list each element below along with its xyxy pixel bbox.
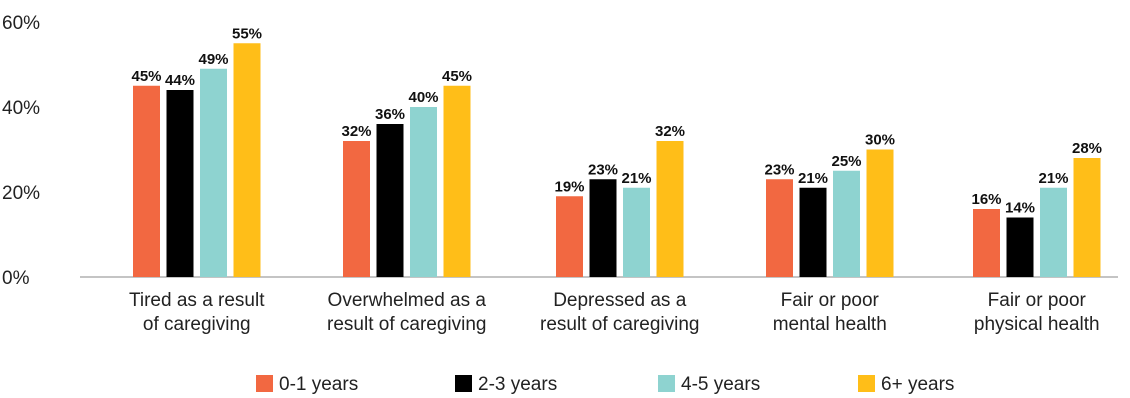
bar — [376, 124, 404, 277]
bar — [623, 187, 650, 277]
data-label: 21% — [621, 170, 651, 187]
x-category-label: Tired as a result of caregiving — [129, 290, 265, 335]
x-category-label: Depressed as a result of caregiving — [540, 290, 699, 335]
data-label: 19% — [554, 178, 584, 195]
bar-group: 16% 14%21%28% — [971, 140, 1102, 277]
bar — [833, 170, 860, 277]
legend-item: 6+ years — [858, 374, 954, 395]
x-category-label: Fair or poor mental health — [773, 290, 887, 335]
data-label: 25% — [831, 153, 861, 170]
legend-swatch — [256, 375, 273, 392]
bar — [443, 85, 471, 277]
x-category-label: Overwhelmed as a result of caregiving — [327, 290, 486, 335]
data-label: 44% — [165, 72, 195, 89]
legend: 0-1 years 2-3 years 4-5 years 6+ years — [256, 374, 954, 395]
data-label: 28% — [1072, 140, 1102, 157]
y-tick-label: 0% — [2, 268, 30, 289]
legend-swatch — [658, 375, 675, 392]
bar — [233, 43, 261, 277]
y-axis: 0% 20% 40% 60% — [2, 13, 40, 289]
y-tick-label: 60% — [2, 13, 40, 34]
data-label: 23% — [764, 161, 794, 178]
bar — [1006, 217, 1034, 277]
bar-group: 45% 44%49%55% — [131, 25, 262, 277]
legend-item: 2-3 years — [455, 374, 557, 395]
bar — [1073, 158, 1101, 277]
data-label: 30% — [865, 132, 895, 149]
legend-label: 2-3 years — [478, 374, 557, 395]
legend-label: 6+ years — [881, 374, 954, 395]
data-label: 55% — [232, 25, 262, 42]
data-label: 45% — [442, 68, 472, 85]
bar-group: 19%23% 21% 32% — [554, 123, 685, 277]
bar-groups: 45% 44%49%55%32%36%40%45%19%23% 21%32%23% 2… — [131, 25, 1102, 277]
legend-label: 0-1 years — [279, 374, 358, 395]
data-label: 16% — [971, 191, 1001, 208]
data-label: 45% — [131, 68, 161, 85]
data-label: 32% — [341, 123, 371, 140]
bar — [866, 149, 894, 277]
bar — [410, 107, 437, 277]
y-tick-label: 20% — [2, 183, 40, 204]
legend-item: 0-1 years — [256, 374, 358, 395]
data-label: 21% — [798, 170, 828, 187]
bar — [973, 209, 1000, 277]
bar — [343, 141, 370, 277]
bar — [166, 90, 194, 277]
bar-group: 32%36%40%45% — [341, 68, 472, 277]
data-label: 14% — [1005, 200, 1035, 217]
bar-group: 23% 21%25%30% — [764, 132, 895, 277]
data-label: 21% — [1038, 170, 1068, 187]
data-label: 23% — [588, 161, 618, 178]
legend-swatch — [455, 375, 472, 392]
bar — [766, 179, 793, 277]
bar — [200, 68, 227, 277]
data-label: 36% — [375, 106, 405, 123]
x-axis-categories: Tired as a result of caregiving Overwhelme… — [129, 290, 1100, 335]
legend-label: 4-5 years — [681, 374, 760, 395]
bar — [133, 85, 160, 277]
bar — [556, 196, 583, 277]
y-tick-label: 40% — [2, 98, 40, 119]
bar — [1040, 187, 1067, 277]
x-category-label: Fair or poor physical health — [974, 290, 1100, 335]
data-label: 32% — [655, 123, 685, 140]
bar — [589, 179, 617, 277]
data-label: 49% — [198, 51, 228, 68]
legend-item: 4-5 years — [658, 374, 760, 395]
bar — [799, 187, 827, 277]
data-label: 40% — [408, 89, 438, 106]
bar — [656, 141, 684, 277]
legend-swatch — [858, 375, 875, 392]
